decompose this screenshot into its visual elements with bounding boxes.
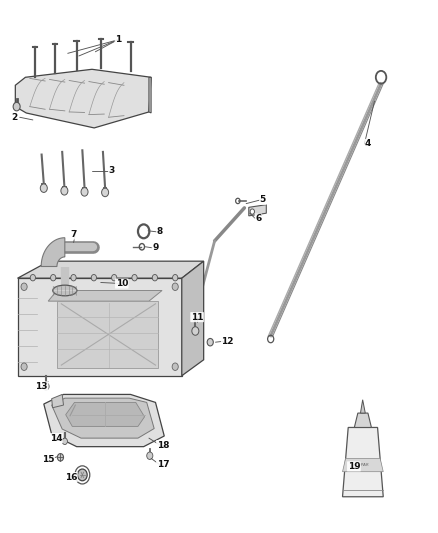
Circle shape <box>30 274 35 281</box>
Polygon shape <box>52 394 64 408</box>
Polygon shape <box>343 458 383 472</box>
Circle shape <box>207 338 213 346</box>
Circle shape <box>132 274 137 281</box>
Text: 11: 11 <box>191 313 203 321</box>
Text: 14: 14 <box>50 434 62 442</box>
Text: 4: 4 <box>365 140 371 148</box>
Circle shape <box>250 209 254 214</box>
Circle shape <box>192 327 199 335</box>
Circle shape <box>71 274 76 281</box>
Text: 13: 13 <box>35 382 48 391</box>
Text: 18: 18 <box>157 441 169 449</box>
Circle shape <box>172 283 178 290</box>
Circle shape <box>43 383 49 390</box>
Circle shape <box>61 187 68 195</box>
Circle shape <box>152 274 158 281</box>
Circle shape <box>21 283 27 290</box>
Polygon shape <box>57 301 158 368</box>
Text: 1: 1 <box>115 36 121 44</box>
Text: 15: 15 <box>42 455 54 464</box>
Circle shape <box>50 274 56 281</box>
Text: 12: 12 <box>222 337 234 345</box>
Polygon shape <box>18 278 182 376</box>
Text: 8: 8 <box>157 228 163 236</box>
Polygon shape <box>354 413 371 427</box>
Text: 17: 17 <box>157 461 169 469</box>
Circle shape <box>81 188 88 196</box>
Circle shape <box>172 363 178 370</box>
Polygon shape <box>182 261 204 376</box>
Text: 3: 3 <box>109 166 115 175</box>
Polygon shape <box>41 238 65 266</box>
Circle shape <box>102 188 109 197</box>
Text: MOPAR: MOPAR <box>355 463 370 467</box>
Polygon shape <box>44 394 164 447</box>
Text: 16: 16 <box>65 473 77 481</box>
Polygon shape <box>343 427 383 497</box>
Text: 2: 2 <box>11 113 17 122</box>
Text: 19: 19 <box>348 462 360 471</box>
Circle shape <box>13 102 20 111</box>
Ellipse shape <box>53 285 77 296</box>
Text: 5: 5 <box>260 196 266 204</box>
Circle shape <box>57 454 64 461</box>
Text: 9: 9 <box>152 244 159 252</box>
Polygon shape <box>52 398 154 438</box>
Circle shape <box>78 469 87 481</box>
Circle shape <box>147 452 153 459</box>
Circle shape <box>173 274 178 281</box>
Circle shape <box>62 438 67 445</box>
Polygon shape <box>149 77 151 113</box>
Text: 7: 7 <box>71 230 77 239</box>
Polygon shape <box>360 400 365 413</box>
Circle shape <box>91 274 96 281</box>
Polygon shape <box>249 205 266 216</box>
Circle shape <box>112 274 117 281</box>
Polygon shape <box>18 261 204 278</box>
Text: 6: 6 <box>255 214 261 223</box>
Circle shape <box>21 363 27 370</box>
Polygon shape <box>66 402 145 426</box>
Polygon shape <box>48 290 162 301</box>
Polygon shape <box>15 69 151 128</box>
Text: 10: 10 <box>116 279 128 288</box>
Circle shape <box>40 184 47 192</box>
